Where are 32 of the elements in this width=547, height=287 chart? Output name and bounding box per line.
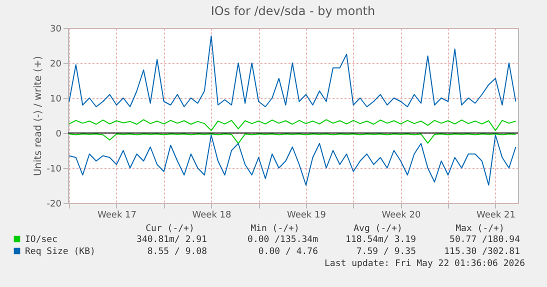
line-series [68, 36, 516, 108]
x-tick-label: Week 18 [192, 210, 232, 220]
line-series [68, 134, 516, 186]
legend-label: Req Size (KB) [25, 247, 96, 257]
text: Max (-/+) [456, 224, 504, 234]
y-tick-label: -20 [46, 200, 62, 210]
y-tick-label: 30 [50, 24, 62, 34]
legend-label: IO/sec [25, 235, 58, 245]
text: 50.77 /180.94 [450, 235, 520, 245]
text: 7.59 / 9.35 [356, 247, 416, 257]
text: 118.54m/ 3.19 [346, 235, 416, 245]
text: 115.30 /302.81 [444, 247, 520, 257]
text: Cur (-/+) [146, 224, 194, 234]
text: Last update: Fri May 22 01:36:06 2026 [324, 259, 525, 269]
text: Min (-/+) [250, 224, 300, 234]
line-series [68, 134, 516, 144]
y-tick-label: 0 [56, 130, 62, 140]
x-tick-label: Week 20 [382, 210, 421, 220]
text: Avg (-/+) [354, 224, 402, 234]
y-tick-label: 10 [50, 94, 62, 104]
x-tick-label: Week 21 [476, 210, 516, 220]
x-tick-label: Week 19 [286, 210, 326, 220]
text: 0.00 / 4.76 [258, 247, 318, 257]
text: 8.55 / 9.08 [147, 247, 207, 257]
chart-title: IOs for /dev/sda - by month [210, 4, 376, 18]
y-tick-label: 20 [50, 60, 62, 70]
y-tick-label: -10 [46, 164, 62, 174]
x-tick-label: Week 17 [98, 210, 136, 220]
text: 0.00 /135.34m [248, 235, 318, 245]
text: 340.81m/ 2.91 [136, 235, 207, 245]
y-axis-title: Units read (-) / write (+) [32, 56, 44, 176]
line-series [68, 119, 516, 132]
